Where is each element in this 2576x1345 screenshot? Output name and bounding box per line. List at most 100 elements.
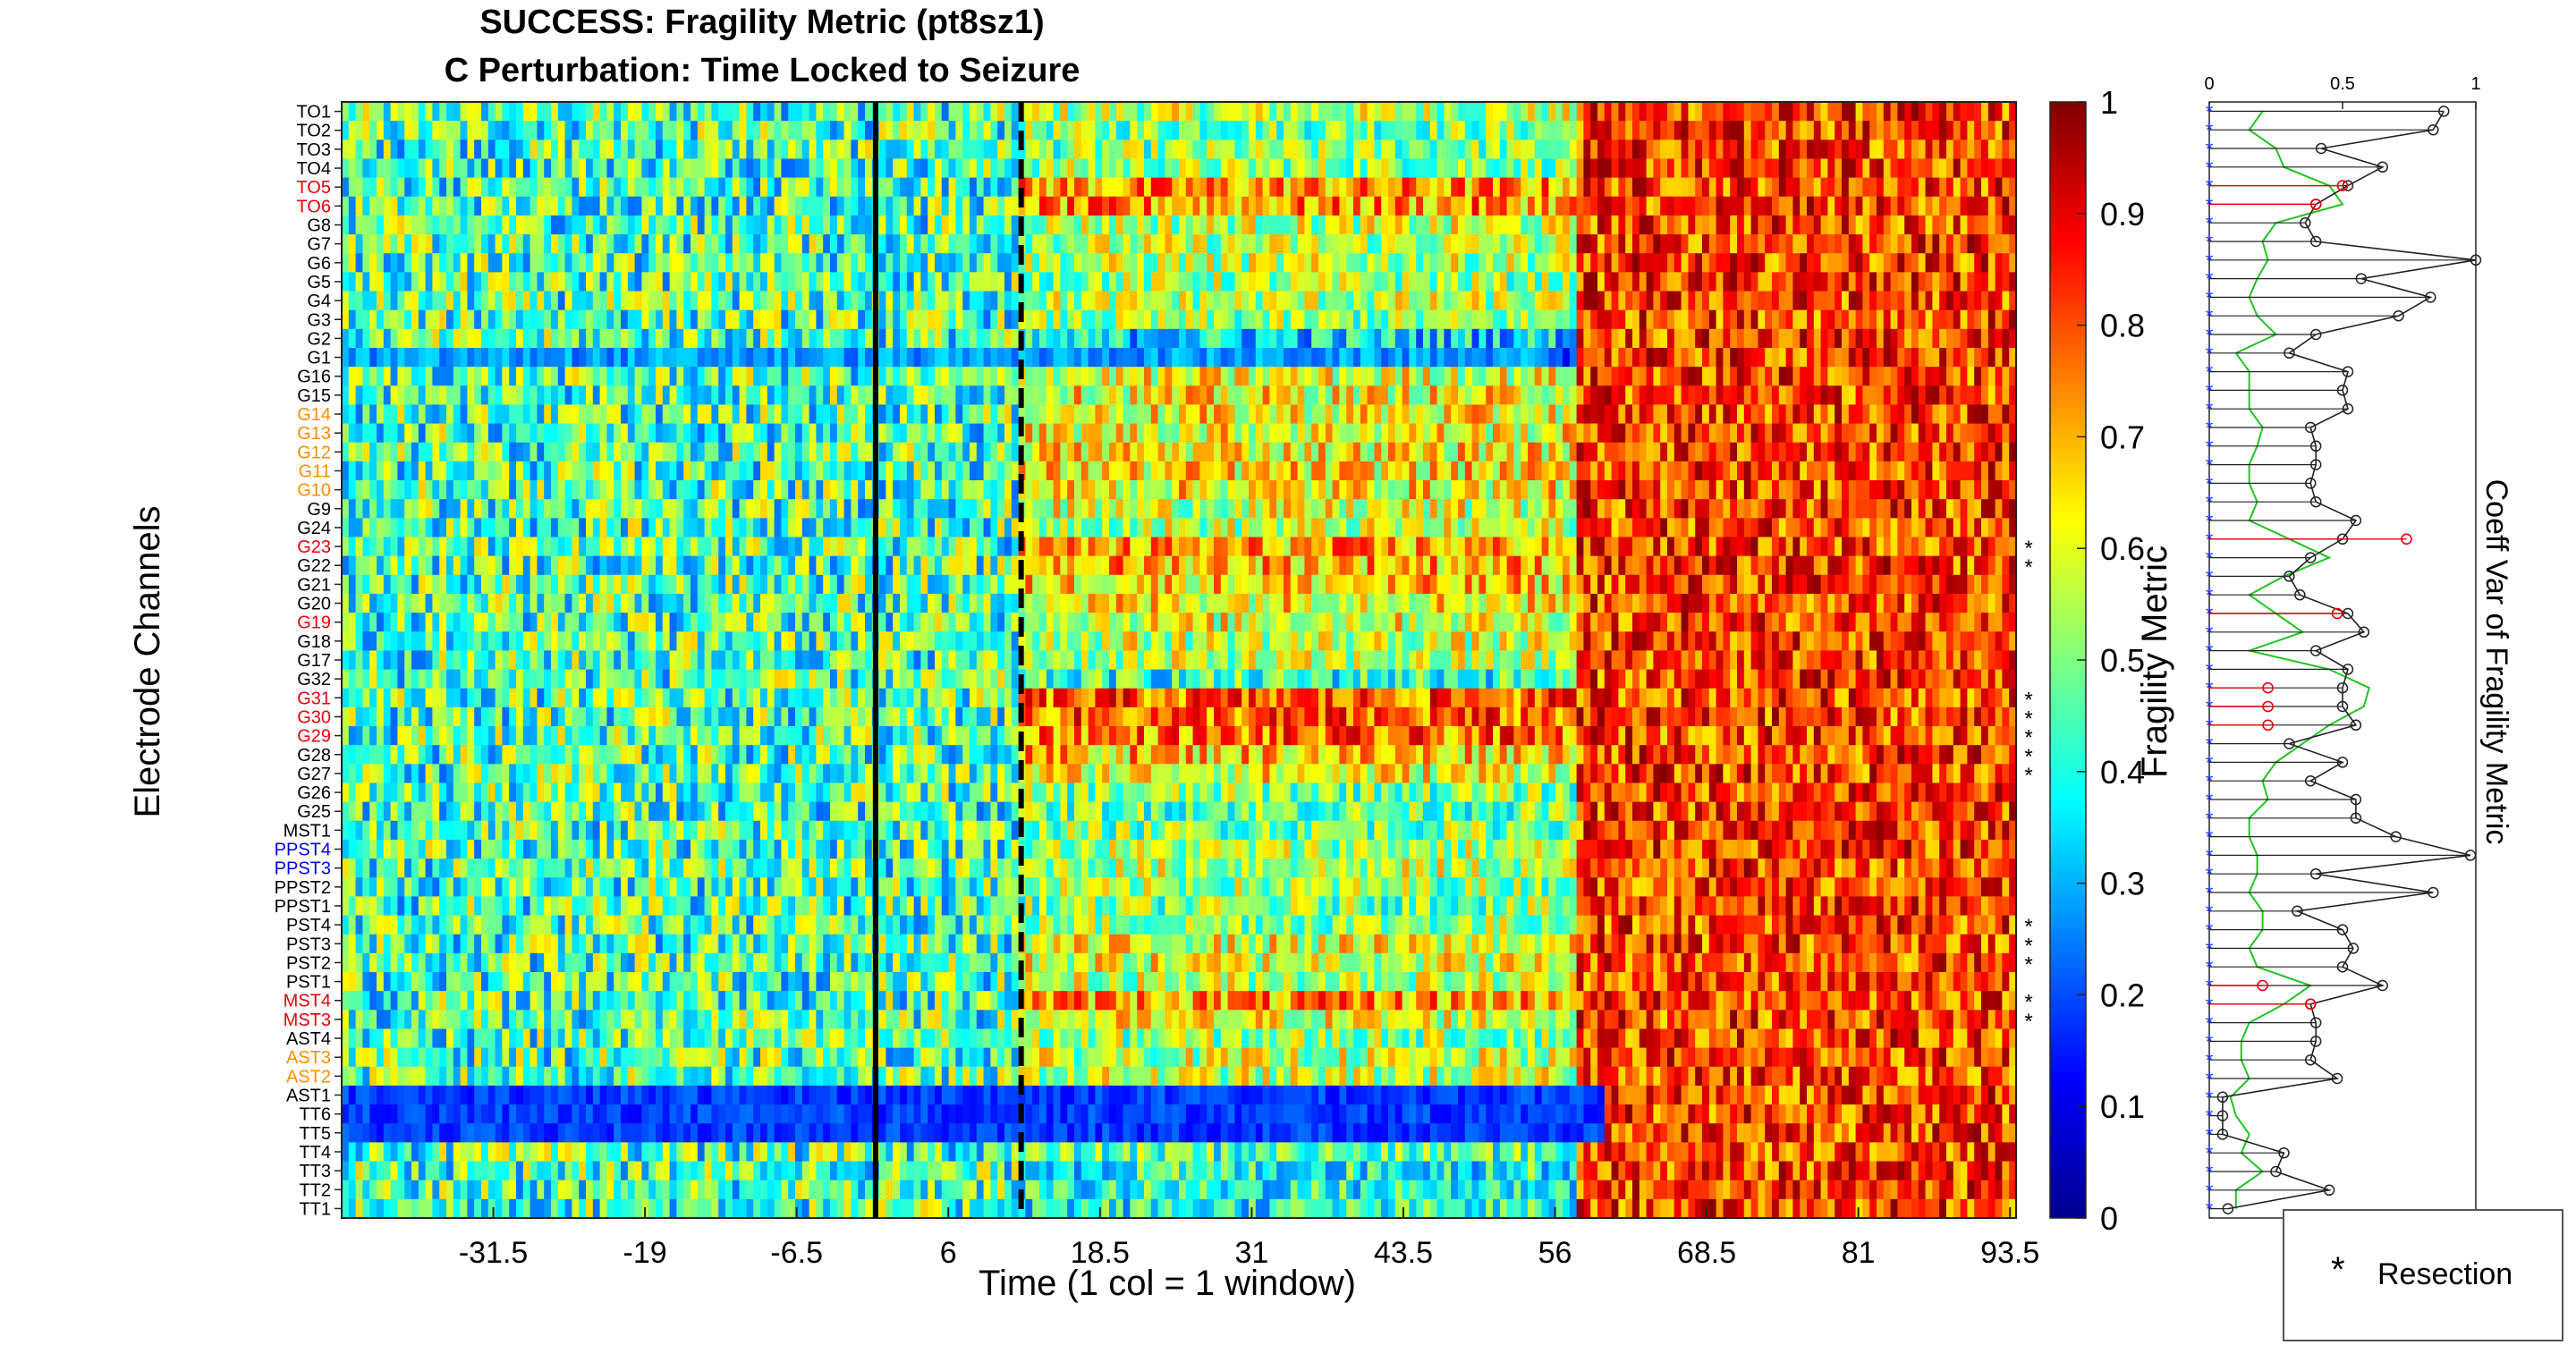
heatmap-cell	[1987, 291, 1996, 311]
heatmap-cell	[767, 385, 775, 406]
heatmap-cell	[1095, 423, 1103, 444]
heatmap-cell	[858, 196, 866, 216]
heatmap-cell	[1974, 253, 1982, 273]
heatmap-cell	[656, 367, 664, 386]
heatmap-cell	[1262, 367, 1270, 386]
heatmap-cell	[1220, 461, 1229, 481]
heatmap-cell	[1416, 215, 1424, 235]
heatmap-cell	[606, 404, 614, 425]
heatmap-cell	[1192, 234, 1200, 254]
heatmap-cell	[1597, 423, 1606, 444]
heatmap-cell	[1911, 461, 1919, 481]
heatmap-cell	[1025, 234, 1033, 254]
heatmap-cell	[656, 347, 664, 368]
heatmap-cell	[1583, 253, 1591, 273]
heatmap-cell	[1534, 177, 1543, 198]
heatmap-cell	[1981, 442, 1989, 462]
heatmap-cell	[1576, 461, 1584, 481]
heatmap-cell	[404, 442, 412, 462]
heatmap-cell	[1088, 347, 1096, 368]
heatmap-cell	[928, 102, 936, 122]
heatmap-cell	[1130, 121, 1138, 140]
heatmap-cell	[788, 121, 796, 140]
heatmap-cell	[1855, 328, 1863, 349]
heatmap-cell	[544, 367, 552, 386]
heatmap-cell	[1088, 234, 1096, 254]
heatmap-cell	[1730, 234, 1738, 254]
heatmap-cell	[836, 367, 845, 386]
heatmap-cell	[1220, 234, 1229, 254]
heatmap-cell	[1730, 385, 1738, 406]
heatmap-cell	[390, 423, 398, 444]
heatmap-cell	[1165, 234, 1173, 254]
heatmap-cell	[878, 272, 886, 292]
heatmap-cell	[669, 196, 677, 216]
heatmap-cell	[1150, 291, 1159, 311]
heatmap-cell	[1269, 291, 1277, 311]
heatmap-cell	[634, 442, 642, 462]
heatmap-cell	[1681, 367, 1689, 386]
heatmap-cell	[1172, 291, 1180, 311]
heatmap-cell	[1883, 461, 1892, 481]
heatmap-cell	[1207, 253, 1215, 273]
heatmap-cell	[1444, 158, 1452, 179]
heatmap-cell	[1750, 253, 1758, 273]
heatmap-cell	[836, 102, 845, 122]
heatmap-cell	[656, 121, 664, 140]
heatmap-cell	[1165, 347, 1173, 368]
heatmap-cell	[1842, 404, 1850, 425]
heatmap-cell	[1493, 404, 1501, 425]
heatmap-cell	[1053, 272, 1061, 292]
heatmap-cell	[1416, 291, 1424, 311]
heatmap-cell	[1855, 461, 1863, 481]
heatmap-cell	[614, 461, 622, 481]
heatmap-cell	[1367, 196, 1375, 216]
heatmap-cell	[1576, 367, 1584, 386]
heatmap-cell	[1820, 102, 1828, 122]
heatmap-cell	[599, 215, 607, 235]
heatmap-cell	[1862, 328, 1870, 349]
heatmap-cell	[767, 480, 775, 500]
heatmap-cell	[1109, 461, 1117, 481]
heatmap-cell	[557, 234, 566, 254]
heatmap-cell	[537, 140, 545, 160]
heatmap-cell	[1429, 215, 1438, 235]
heatmap-cell	[830, 253, 838, 273]
heatmap-cell	[878, 253, 886, 273]
heatmap-cell	[691, 328, 699, 349]
heatmap-cell	[1869, 404, 1877, 425]
heatmap-cell	[760, 328, 768, 349]
heatmap-cell	[467, 121, 475, 140]
heatmap-cell	[1074, 423, 1082, 444]
heatmap-cell	[1185, 385, 1194, 406]
heatmap-cell	[990, 404, 998, 425]
heatmap-cell	[1388, 253, 1396, 273]
heatmap-cell	[1150, 347, 1159, 368]
heatmap-cell	[1123, 442, 1131, 462]
heatmap-cell	[1074, 442, 1082, 462]
heatmap-cell	[1402, 158, 1410, 179]
heatmap-cell	[746, 367, 754, 386]
heatmap-cell	[1067, 328, 1075, 349]
heatmap-cell	[446, 423, 454, 444]
heatmap-cell	[404, 121, 412, 140]
heatmap-cell	[502, 121, 510, 140]
heatmap-cell	[718, 404, 726, 425]
heatmap-cell	[1820, 272, 1828, 292]
heatmap-cell	[1304, 291, 1312, 311]
heatmap-cell	[1855, 272, 1863, 292]
heatmap-cell	[732, 234, 741, 254]
heatmap-cell	[599, 347, 607, 368]
heatmap-cell	[1548, 272, 1556, 292]
heatmap-cell	[1109, 480, 1117, 500]
heatmap-cell	[1199, 328, 1208, 349]
heatmap-cell	[893, 215, 901, 235]
heatmap-cell	[1723, 140, 1731, 160]
heatmap-cell	[851, 121, 859, 140]
heatmap-cell	[1318, 309, 1326, 330]
heatmap-cell	[1890, 367, 1898, 386]
heatmap-cell	[1869, 102, 1877, 122]
heatmap-cell	[446, 480, 454, 500]
heatmap-cell	[1011, 461, 1020, 481]
heatmap-cell	[377, 158, 385, 179]
